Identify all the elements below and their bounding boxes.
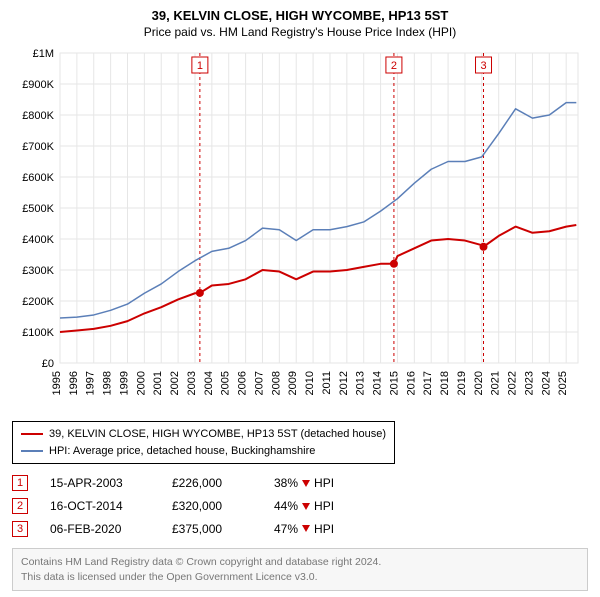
svg-text:1998: 1998: [102, 371, 114, 395]
chart-title: 39, KELVIN CLOSE, HIGH WYCOMBE, HP13 5ST: [12, 8, 588, 23]
arrow-down-icon: [302, 480, 310, 487]
legend-swatch: [21, 450, 43, 452]
svg-text:2003: 2003: [186, 371, 198, 395]
svg-text:2019: 2019: [456, 371, 468, 395]
svg-text:2002: 2002: [169, 371, 181, 395]
svg-text:2024: 2024: [540, 371, 552, 395]
svg-text:2007: 2007: [253, 371, 265, 395]
svg-text:£300K: £300K: [22, 265, 54, 277]
event-badge: 3: [12, 521, 28, 537]
svg-text:2022: 2022: [507, 371, 519, 395]
svg-text:1997: 1997: [85, 371, 97, 395]
event-price: £226,000: [172, 472, 252, 495]
svg-text:£500K: £500K: [22, 203, 54, 215]
svg-text:£700K: £700K: [22, 141, 54, 153]
svg-text:2018: 2018: [439, 371, 451, 395]
svg-text:2010: 2010: [304, 371, 316, 395]
svg-text:2014: 2014: [372, 371, 384, 395]
svg-text:2016: 2016: [405, 371, 417, 395]
disclaimer-line1: Contains HM Land Registry data © Crown c…: [21, 556, 381, 568]
svg-text:£900K: £900K: [22, 79, 54, 91]
svg-text:2020: 2020: [473, 371, 485, 395]
legend-row: 39, KELVIN CLOSE, HIGH WYCOMBE, HP13 5ST…: [21, 426, 386, 443]
svg-text:3: 3: [480, 60, 486, 72]
svg-text:£400K: £400K: [22, 234, 54, 246]
svg-text:2013: 2013: [355, 371, 367, 395]
svg-text:2017: 2017: [422, 371, 434, 395]
event-price: £320,000: [172, 495, 252, 518]
svg-text:£1M: £1M: [33, 48, 54, 60]
arrow-down-icon: [302, 503, 310, 510]
svg-text:2015: 2015: [388, 371, 400, 395]
svg-text:2023: 2023: [523, 371, 535, 395]
svg-text:1996: 1996: [68, 371, 80, 395]
svg-text:2025: 2025: [557, 371, 569, 395]
event-badge: 1: [12, 475, 28, 491]
event-row: 2 16-OCT-2014 £320,000 44%HPI: [12, 495, 588, 518]
legend-label: 39, KELVIN CLOSE, HIGH WYCOMBE, HP13 5ST…: [49, 426, 386, 443]
event-date: 06-FEB-2020: [50, 518, 150, 541]
svg-text:2005: 2005: [220, 371, 232, 395]
svg-text:£600K: £600K: [22, 172, 54, 184]
event-delta: 38%HPI: [274, 472, 334, 495]
svg-text:2021: 2021: [490, 371, 502, 395]
svg-text:2006: 2006: [237, 371, 249, 395]
legend: 39, KELVIN CLOSE, HIGH WYCOMBE, HP13 5ST…: [12, 421, 395, 464]
svg-text:2008: 2008: [270, 371, 282, 395]
event-row: 3 06-FEB-2020 £375,000 47%HPI: [12, 518, 588, 541]
event-row: 1 15-APR-2003 £226,000 38%HPI: [12, 472, 588, 495]
legend-label: HPI: Average price, detached house, Buck…: [49, 443, 315, 460]
svg-text:£800K: £800K: [22, 110, 54, 122]
disclaimer-line2: This data is licensed under the Open Gov…: [21, 571, 318, 583]
event-delta: 44%HPI: [274, 495, 334, 518]
svg-text:2001: 2001: [152, 371, 164, 395]
chart-svg: £0 £100K £200K £300K £400K £500K £600K £700K £80…: [12, 45, 588, 415]
event-badge: 2: [12, 498, 28, 514]
events-list: 1 15-APR-2003 £226,000 38%HPI 2 16-OCT-2014 £3…: [12, 472, 588, 540]
svg-text:2011: 2011: [321, 371, 333, 395]
svg-text:1995: 1995: [51, 371, 63, 395]
chart-area: £0 £100K £200K £300K £400K £500K £600K £700K £80…: [12, 45, 588, 415]
svg-text:2012: 2012: [338, 371, 350, 395]
event-date: 16-OCT-2014: [50, 495, 150, 518]
svg-text:1: 1: [197, 60, 203, 72]
svg-text:1999: 1999: [118, 371, 130, 395]
legend-swatch: [21, 433, 43, 435]
arrow-down-icon: [302, 525, 310, 532]
chart-subtitle: Price paid vs. HM Land Registry's House …: [12, 25, 588, 39]
event-price: £375,000: [172, 518, 252, 541]
svg-text:2: 2: [391, 60, 397, 72]
svg-text:2000: 2000: [135, 371, 147, 395]
svg-text:2009: 2009: [287, 371, 299, 395]
svg-text:£0: £0: [42, 358, 54, 370]
svg-text:£100K: £100K: [22, 327, 54, 339]
legend-row: HPI: Average price, detached house, Buck…: [21, 443, 386, 460]
svg-text:2004: 2004: [203, 371, 215, 395]
svg-text:£200K: £200K: [22, 296, 54, 308]
disclaimer: Contains HM Land Registry data © Crown c…: [12, 548, 588, 590]
chart-container: 39, KELVIN CLOSE, HIGH WYCOMBE, HP13 5ST…: [0, 0, 600, 597]
event-date: 15-APR-2003: [50, 472, 150, 495]
event-delta: 47%HPI: [274, 518, 334, 541]
